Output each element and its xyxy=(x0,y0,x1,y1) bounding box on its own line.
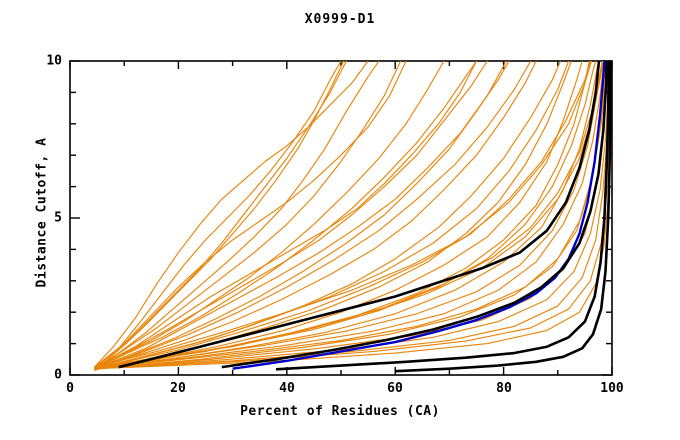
curve-model-orange-22 xyxy=(94,61,605,369)
curve-model-orange-32 xyxy=(94,61,507,370)
curve-model-orange-06 xyxy=(94,61,445,370)
x-tick-label-0: 0 xyxy=(66,381,74,396)
page-title: X0999-D1 xyxy=(304,12,376,27)
curve-model-orange-15 xyxy=(94,61,600,370)
curves-clipped xyxy=(93,61,612,373)
curve-model-orange-18 xyxy=(94,61,342,370)
curve-model-orange-04 xyxy=(94,61,402,370)
x-tick-label-80: 80 xyxy=(496,381,512,396)
curve-model-black-low-2 xyxy=(395,61,612,373)
curve-model-orange-19 xyxy=(94,61,532,370)
curve-model-orange-26 xyxy=(94,61,608,370)
curve-model-orange-12 xyxy=(94,61,583,370)
x-tick-label-60: 60 xyxy=(387,381,403,396)
x-axis-label: Percent of Residues (CA) xyxy=(240,404,440,419)
curve-model-orange-01 xyxy=(94,61,345,371)
curve-model-orange-20 xyxy=(94,61,570,370)
curve-model-black-top xyxy=(118,61,601,369)
curve-model-orange-31 xyxy=(94,61,488,370)
curve-model-orange-03 xyxy=(94,61,380,370)
curve-model-black-low-1 xyxy=(275,61,611,371)
x-tick-label-20: 20 xyxy=(170,381,186,396)
y-tick-label-5: 5 xyxy=(54,210,62,226)
curve-model-orange-17 xyxy=(94,61,407,368)
data-curves xyxy=(93,61,612,373)
curve-model-orange-05 xyxy=(93,61,369,368)
x-tick-label-100: 100 xyxy=(600,381,624,396)
curve-model-orange-16 xyxy=(94,61,478,369)
curve-model-blue-target xyxy=(232,61,606,370)
x-tick-label-40: 40 xyxy=(279,381,295,396)
y-tick-label-10: 10 xyxy=(46,53,62,69)
curve-model-orange-27 xyxy=(94,61,592,368)
curve-model-black-mid xyxy=(221,61,608,369)
curve-model-orange-09 xyxy=(94,61,537,370)
curve-model-orange-33 xyxy=(94,61,591,370)
curve-model-orange-07 xyxy=(94,61,477,370)
y-tick-label-0: 0 xyxy=(54,367,62,383)
